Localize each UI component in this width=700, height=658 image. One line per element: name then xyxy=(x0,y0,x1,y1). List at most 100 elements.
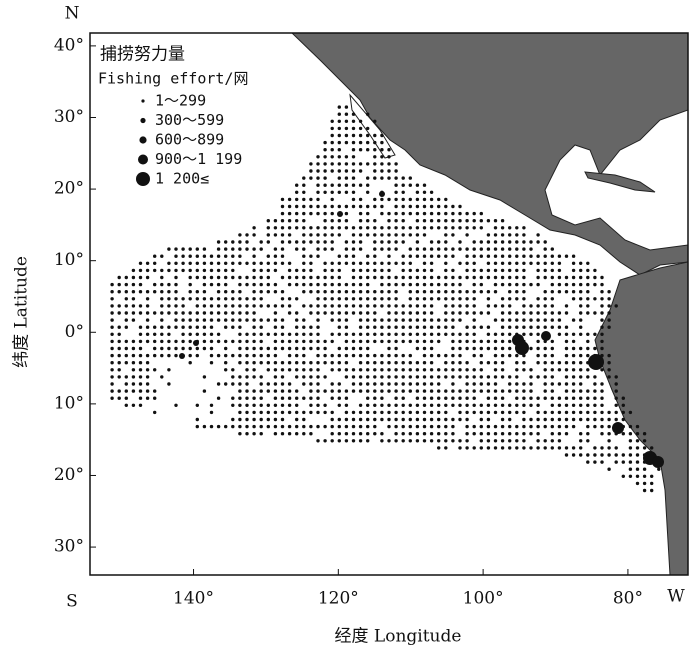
effort-dot xyxy=(309,233,313,237)
effort-dot xyxy=(224,368,228,372)
effort-dot xyxy=(522,325,526,329)
effort-dot xyxy=(209,325,214,329)
effort-dot xyxy=(387,424,391,429)
effort-dot xyxy=(493,290,498,294)
effort-dot xyxy=(124,346,128,351)
effort-dot xyxy=(579,403,583,407)
effort-dot xyxy=(415,226,420,230)
effort-dot xyxy=(529,304,533,308)
effort-dot xyxy=(259,375,263,379)
effort-dot xyxy=(550,268,554,273)
effort-dot xyxy=(195,261,199,265)
legend-subtitle: Fishing effort/网 xyxy=(98,70,248,88)
effort-dot xyxy=(337,332,341,336)
effort-dot xyxy=(515,382,519,386)
effort-dot xyxy=(415,247,420,251)
effort-dot xyxy=(188,332,192,336)
effort-dot xyxy=(387,403,391,407)
effort-dot xyxy=(472,339,476,344)
effort-dot xyxy=(380,140,384,145)
effort-dot xyxy=(344,290,349,294)
effort-dot xyxy=(564,282,569,287)
effort-dot xyxy=(408,403,412,407)
effort-dot xyxy=(401,204,405,209)
effort-dot xyxy=(472,325,476,329)
effort-dot xyxy=(493,361,498,365)
effort-dot-large xyxy=(193,340,199,346)
effort-dot xyxy=(330,424,334,429)
effort-dot xyxy=(273,403,278,407)
effort-dot xyxy=(465,410,469,415)
effort-dot xyxy=(280,275,285,280)
effort-dot xyxy=(145,318,150,322)
effort-dot xyxy=(330,155,334,159)
effort-dot xyxy=(358,297,363,301)
effort-dot xyxy=(508,226,512,230)
effort-dot xyxy=(429,332,434,336)
effort-dot xyxy=(422,304,427,308)
effort-dot xyxy=(224,353,228,358)
effort-dot xyxy=(429,318,434,322)
effort-dot xyxy=(373,155,377,159)
effort-dot xyxy=(607,297,611,301)
effort-dot xyxy=(593,453,597,457)
effort-dot xyxy=(153,410,157,415)
effort-dot xyxy=(337,318,341,322)
effort-dot xyxy=(394,389,398,393)
effort-dot xyxy=(394,247,398,251)
effort-dot xyxy=(373,389,377,393)
effort-dot xyxy=(366,439,370,443)
effort-dot xyxy=(444,261,448,265)
effort-dot xyxy=(543,446,547,450)
effort-dot xyxy=(302,261,306,265)
effort-dot xyxy=(415,410,420,415)
effort-dot xyxy=(309,389,313,393)
effort-dot xyxy=(486,297,491,301)
effort-dot xyxy=(259,403,263,407)
effort-dot xyxy=(330,140,334,145)
effort-dot xyxy=(422,311,427,315)
effort-dot xyxy=(373,176,377,180)
effort-dot xyxy=(337,424,341,429)
effort-dot xyxy=(479,240,483,244)
effort-dot xyxy=(373,133,377,138)
effort-dot xyxy=(401,233,405,237)
effort-dot xyxy=(415,311,420,315)
effort-dot xyxy=(422,382,427,386)
effort-dot xyxy=(451,424,455,429)
effort-dot xyxy=(351,290,356,294)
effort-dot xyxy=(508,275,512,280)
effort-dot xyxy=(273,261,278,265)
y-axis-label: 纬度 Latitude xyxy=(12,256,32,368)
effort-dot xyxy=(536,446,540,450)
effort-dot xyxy=(429,204,434,209)
effort-dot xyxy=(259,261,263,265)
effort-dot xyxy=(444,275,448,280)
effort-dot xyxy=(216,261,221,265)
effort-dot xyxy=(216,275,221,280)
effort-dot xyxy=(316,233,320,237)
effort-dot xyxy=(408,226,412,230)
effort-dot xyxy=(153,290,157,294)
effort-dot xyxy=(479,417,483,422)
effort-dot xyxy=(373,368,377,372)
effort-dot xyxy=(145,275,150,280)
effort-dot xyxy=(110,304,114,308)
effort-dot xyxy=(557,403,562,407)
effort-dot xyxy=(238,233,242,237)
effort-dot xyxy=(515,282,519,287)
effort-dot xyxy=(273,361,278,365)
effort-dot xyxy=(351,382,356,386)
effort-dot xyxy=(465,254,469,258)
effort-dot xyxy=(557,396,562,400)
effort-dot xyxy=(586,346,590,351)
effort-dot xyxy=(295,353,299,358)
effort-dot xyxy=(302,275,306,280)
effort-dot xyxy=(337,396,341,400)
effort-dot xyxy=(138,375,143,379)
effort-dot xyxy=(252,226,256,230)
effort-dot xyxy=(245,368,249,372)
effort-dot xyxy=(344,176,349,180)
effort-dot xyxy=(479,446,483,450)
effort-dot xyxy=(500,268,505,273)
